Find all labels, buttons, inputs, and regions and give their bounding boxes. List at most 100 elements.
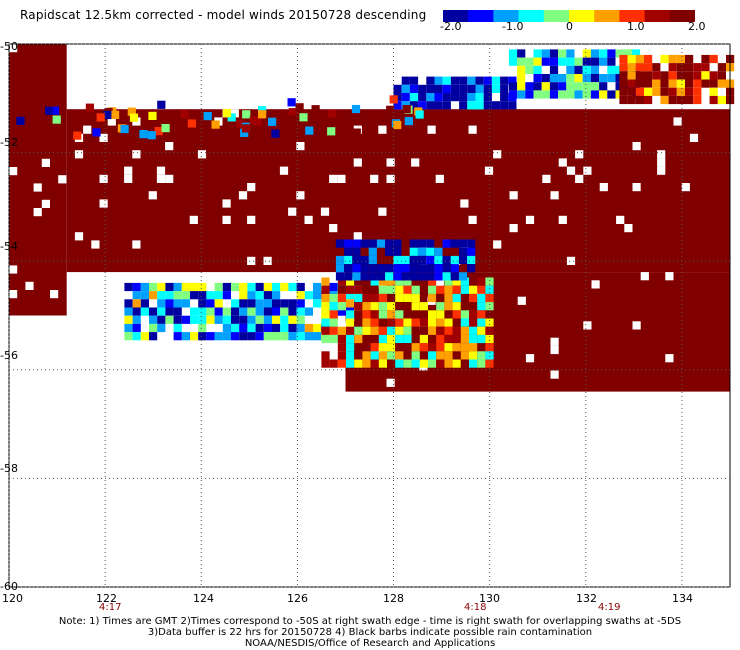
wind-cell	[352, 247, 361, 256]
wind-cell	[370, 285, 379, 294]
wind-cell	[434, 93, 443, 102]
wind-cell	[321, 277, 330, 286]
wind-cell	[401, 264, 410, 273]
wind-cell	[436, 343, 445, 352]
wind-cell	[685, 95, 694, 105]
wind-cell	[491, 84, 501, 93]
wind-cell	[385, 247, 394, 256]
wind-cell	[411, 343, 420, 352]
wind-cell	[387, 293, 396, 303]
wind-cell	[460, 326, 469, 335]
wind-cell	[346, 326, 355, 335]
wind-cell	[717, 71, 726, 80]
wind-cell	[709, 87, 718, 96]
wind-cell	[701, 79, 710, 88]
wind-cell	[599, 49, 608, 58]
wind-cell	[335, 264, 345, 273]
colorbar-swatch	[468, 10, 494, 22]
lon-tick-120: 120	[2, 592, 23, 605]
wind-cell	[419, 359, 428, 368]
wind-cell	[483, 101, 492, 110]
wind-cell	[418, 93, 427, 102]
wind-cell	[231, 323, 240, 333]
wind-cell	[460, 318, 469, 327]
wind-cell	[329, 302, 338, 311]
missing-cell	[435, 280, 444, 289]
wind-cell	[566, 74, 575, 83]
wind-cell	[409, 84, 419, 93]
wind-cell	[477, 310, 486, 319]
wind-cell	[149, 282, 158, 292]
wind-cell	[255, 282, 264, 292]
wind-cell	[619, 63, 628, 72]
wind-cell	[469, 351, 478, 360]
wind-cell	[607, 74, 616, 83]
wind-cell	[426, 239, 435, 248]
wind-cell	[460, 334, 469, 344]
wind-cell	[181, 315, 190, 324]
missing-cell	[91, 240, 100, 249]
wind-cell	[418, 84, 427, 93]
wind-cell	[525, 57, 534, 66]
lon-tick-134: 134	[672, 592, 693, 605]
wind-cell	[181, 299, 190, 308]
wind-cell	[566, 65, 575, 74]
wind-cell	[198, 332, 207, 341]
wind-cell	[469, 293, 478, 303]
wind-cell	[458, 272, 468, 281]
wind-cell	[409, 239, 418, 248]
wind-cell	[370, 277, 379, 286]
wind-cell	[393, 120, 402, 130]
wind-cell	[157, 299, 166, 308]
wind-cell	[198, 307, 207, 316]
wind-cell	[582, 57, 591, 66]
wind-cell	[149, 307, 158, 316]
wind-cell	[500, 84, 509, 93]
wind-cell	[255, 332, 264, 341]
missing-cell	[517, 296, 526, 305]
wind-cell	[296, 323, 305, 333]
wind-cell	[635, 95, 644, 105]
wind-cell	[475, 76, 484, 85]
wind-cell	[296, 332, 305, 341]
wind-cell	[352, 239, 361, 248]
wind-cell	[393, 272, 402, 281]
wind-cell	[321, 302, 330, 311]
wind-cell	[378, 277, 387, 286]
wind-cell	[393, 239, 402, 248]
missing-cell	[575, 150, 584, 159]
wind-cell	[574, 82, 583, 91]
wind-cell	[132, 299, 141, 308]
missing-cell	[673, 117, 682, 126]
missing-cell	[616, 215, 625, 224]
lon-tick-132: 132	[576, 592, 597, 605]
wind-cell	[693, 95, 702, 105]
wind-cell	[393, 264, 402, 273]
wind-cell	[549, 90, 559, 99]
wind-cell	[354, 293, 363, 303]
wind-cell	[263, 291, 272, 300]
wind-cell	[401, 76, 410, 85]
wind-cell	[460, 302, 469, 311]
wind-cell	[685, 63, 694, 72]
note-line-3: NOAA/NESDIS/Office of Research and Appli…	[244, 638, 496, 649]
wind-cell	[426, 272, 435, 281]
wind-cell	[34, 106, 43, 115]
missing-cell	[337, 174, 346, 183]
wind-cell	[685, 87, 694, 96]
wind-cell	[296, 299, 305, 308]
wind-cell	[321, 359, 330, 368]
wind-cell	[124, 332, 133, 341]
wind-cell	[558, 49, 567, 58]
wind-cell	[321, 326, 330, 335]
wind-cell	[378, 293, 387, 303]
wind-cell	[329, 282, 338, 292]
wind-cell	[500, 93, 509, 102]
wind-cell	[709, 71, 718, 80]
wind-cell	[676, 71, 685, 80]
wind-cell	[165, 291, 174, 300]
wind-cell	[419, 318, 428, 327]
wind-cell	[607, 49, 616, 58]
wind-cell	[467, 239, 476, 248]
wind-cell	[296, 315, 305, 324]
